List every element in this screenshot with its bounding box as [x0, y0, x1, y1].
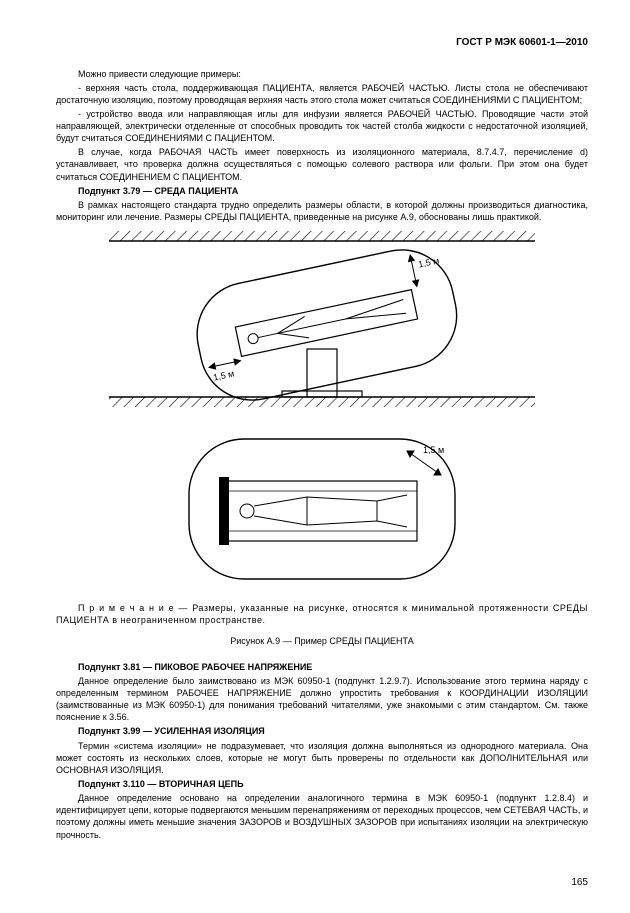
page: ГОСТ Р МЭК 60601-1—2010 Можно привести с… [0, 0, 630, 913]
body-text: Можно привести следующие примеры: [56, 68, 588, 80]
doc-header: ГОСТ Р МЭК 60601-1—2010 [56, 36, 588, 50]
subclause-heading: Подпункт 3.79 — СРЕДА ПАЦИЕНТА [56, 185, 588, 197]
upper-diagram: 1,5 м 1,5 м [109, 231, 535, 410]
dim-label: 1,5 м [212, 369, 235, 383]
body-text: Данное определение основано на определен… [56, 792, 588, 841]
body-text: В рамках настоящего стандарта трудно опр… [56, 199, 588, 223]
body-text: В случае, когда РАБОЧАЯ ЧАСТЬ имеет пове… [56, 146, 588, 182]
figure-note: П р и м е ч а н и е — Размеры, указанные… [56, 602, 588, 626]
page-number: 165 [571, 876, 588, 890]
body-text: - верхняя часть стола, поддерживающая ПА… [56, 82, 588, 106]
figure-a9: 1,5 м 1,5 м [56, 231, 588, 594]
body-text: Данное определение было заимствовано из … [56, 675, 588, 724]
figure-svg: 1,5 м 1,5 м [107, 231, 537, 591]
dim-label: 1,5 м [417, 256, 440, 270]
figure-caption: Рисунок А.9 — Пример СРЕДЫ ПАЦИЕНТА [56, 635, 588, 647]
lower-diagram: 1,5 м [189, 439, 455, 579]
body-text: Термин «система изоляции» не подразумева… [56, 740, 588, 776]
subclause-heading: Подпункт 3.110 — ВТОРИЧНАЯ ЦЕПЬ [56, 778, 588, 790]
subclause-heading: Подпункт 3.81 — ПИКОВОЕ РАБОЧЕЕ НАПРЯЖЕН… [56, 661, 588, 673]
subclause-heading: Подпункт 3.99 — УСИЛЕННАЯ ИЗОЛЯЦИЯ [56, 725, 588, 737]
dim-label: 1,5 м [423, 445, 444, 455]
body-text: - устройство ввода или направляющая иглы… [56, 108, 588, 144]
